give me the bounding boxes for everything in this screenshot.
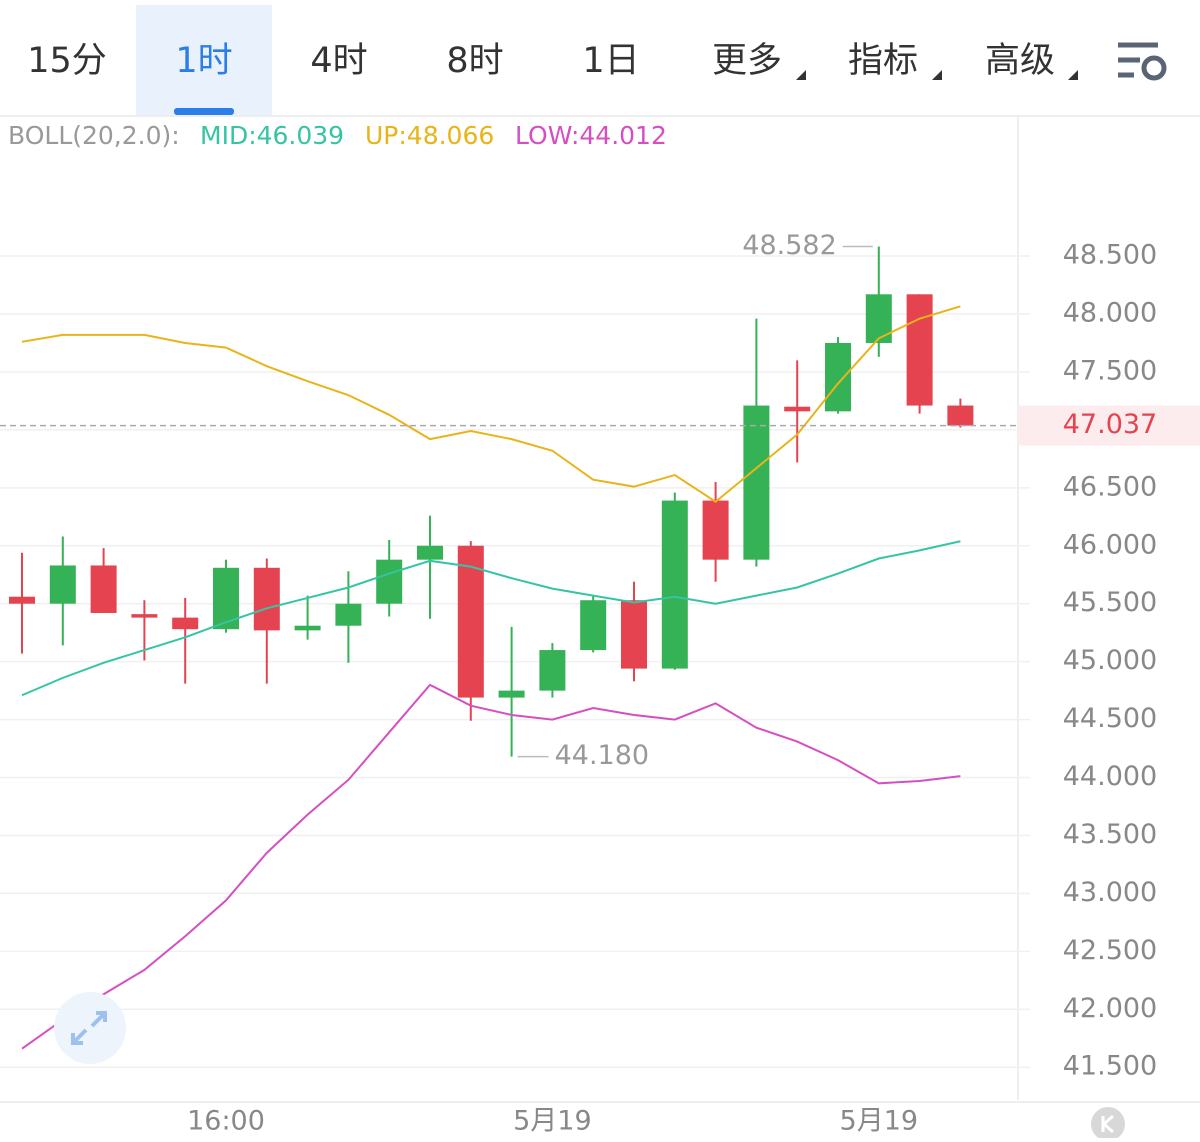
candle-body xyxy=(906,294,933,406)
tab[interactable]: 1日 xyxy=(582,41,639,81)
y-tick-label: 44.500 xyxy=(1063,703,1157,734)
expand-icon[interactable] xyxy=(54,992,126,1064)
y-tick-label: 43.000 xyxy=(1063,877,1157,908)
x-tick-label: 16:00 xyxy=(187,1106,265,1137)
y-tick-label: 41.500 xyxy=(1063,1051,1157,1082)
plot: 41.500 42.000 42.500 43.000 43.500 44.000 44.5… xyxy=(0,121,1200,1137)
candle-body xyxy=(539,650,566,691)
indicator-label: BOLL(20,2.0): xyxy=(8,121,180,150)
y-tick-label: 48.500 xyxy=(1063,240,1157,271)
active-tab-bg xyxy=(136,5,272,116)
candle-body xyxy=(621,600,647,669)
last-price-box xyxy=(1018,405,1200,446)
candle-body xyxy=(743,405,770,560)
candle-body xyxy=(131,614,158,618)
annotation: 44.180 xyxy=(555,740,649,771)
candle-body xyxy=(294,625,321,631)
candle-body xyxy=(90,565,117,613)
y-tick-label: 42.500 xyxy=(1063,935,1157,966)
legend-entry: MID:46.039 xyxy=(200,121,344,150)
tab[interactable]: 15分 xyxy=(27,41,107,81)
tab[interactable]: 1时 xyxy=(175,41,232,81)
settings-icon[interactable] xyxy=(1118,42,1167,81)
candle-body xyxy=(498,690,525,698)
candle-body xyxy=(172,617,199,630)
candle-body xyxy=(457,545,484,698)
active-tab-indicator xyxy=(174,108,234,115)
legend-entry: UP:48.066 xyxy=(365,121,494,150)
band-line xyxy=(21,540,961,697)
y-tick-label: 47.500 xyxy=(1063,355,1157,386)
candle-body xyxy=(825,342,851,412)
candle-body xyxy=(49,565,76,604)
candle-body xyxy=(335,603,362,626)
y-tick-label: 42.000 xyxy=(1063,993,1157,1024)
candle-body xyxy=(865,294,892,343)
y-tick-label: 43.500 xyxy=(1063,819,1157,850)
k-button[interactable] xyxy=(1091,1107,1125,1141)
legend-entry: LOW:44.012 xyxy=(515,121,667,150)
y-tick-label: 45.500 xyxy=(1063,587,1157,618)
candle-body xyxy=(253,567,280,631)
candle-body xyxy=(580,600,607,651)
x-tick-label: 5月19 xyxy=(840,1106,919,1137)
candle-body xyxy=(9,596,35,604)
y-tick-label: 46.500 xyxy=(1063,471,1157,502)
band-line xyxy=(21,305,961,503)
tab[interactable]: 指标 xyxy=(848,41,918,81)
dropdown-arrows xyxy=(796,70,1078,80)
candle-body xyxy=(784,406,811,412)
tab[interactable]: 高级 xyxy=(985,41,1055,81)
y-tick-label: 45.000 xyxy=(1063,645,1157,676)
band-line xyxy=(21,683,961,1050)
candle-body xyxy=(417,545,443,560)
last-price-label: 47.037 xyxy=(1063,409,1157,440)
tab[interactable]: 4时 xyxy=(310,41,367,81)
y-tick-label: 46.000 xyxy=(1063,529,1157,560)
y-tick-label: 44.000 xyxy=(1063,761,1157,792)
tab[interactable]: 8时 xyxy=(446,41,503,81)
y-tick-label: 48.000 xyxy=(1063,298,1157,329)
candle-body xyxy=(702,500,729,560)
candle-body xyxy=(376,559,403,604)
annotation: 48.582 xyxy=(742,230,836,261)
tab[interactable]: 更多 xyxy=(712,41,782,81)
candle-body xyxy=(661,500,688,669)
candle-body xyxy=(947,405,974,426)
x-tick-label: 5月19 xyxy=(513,1106,592,1137)
